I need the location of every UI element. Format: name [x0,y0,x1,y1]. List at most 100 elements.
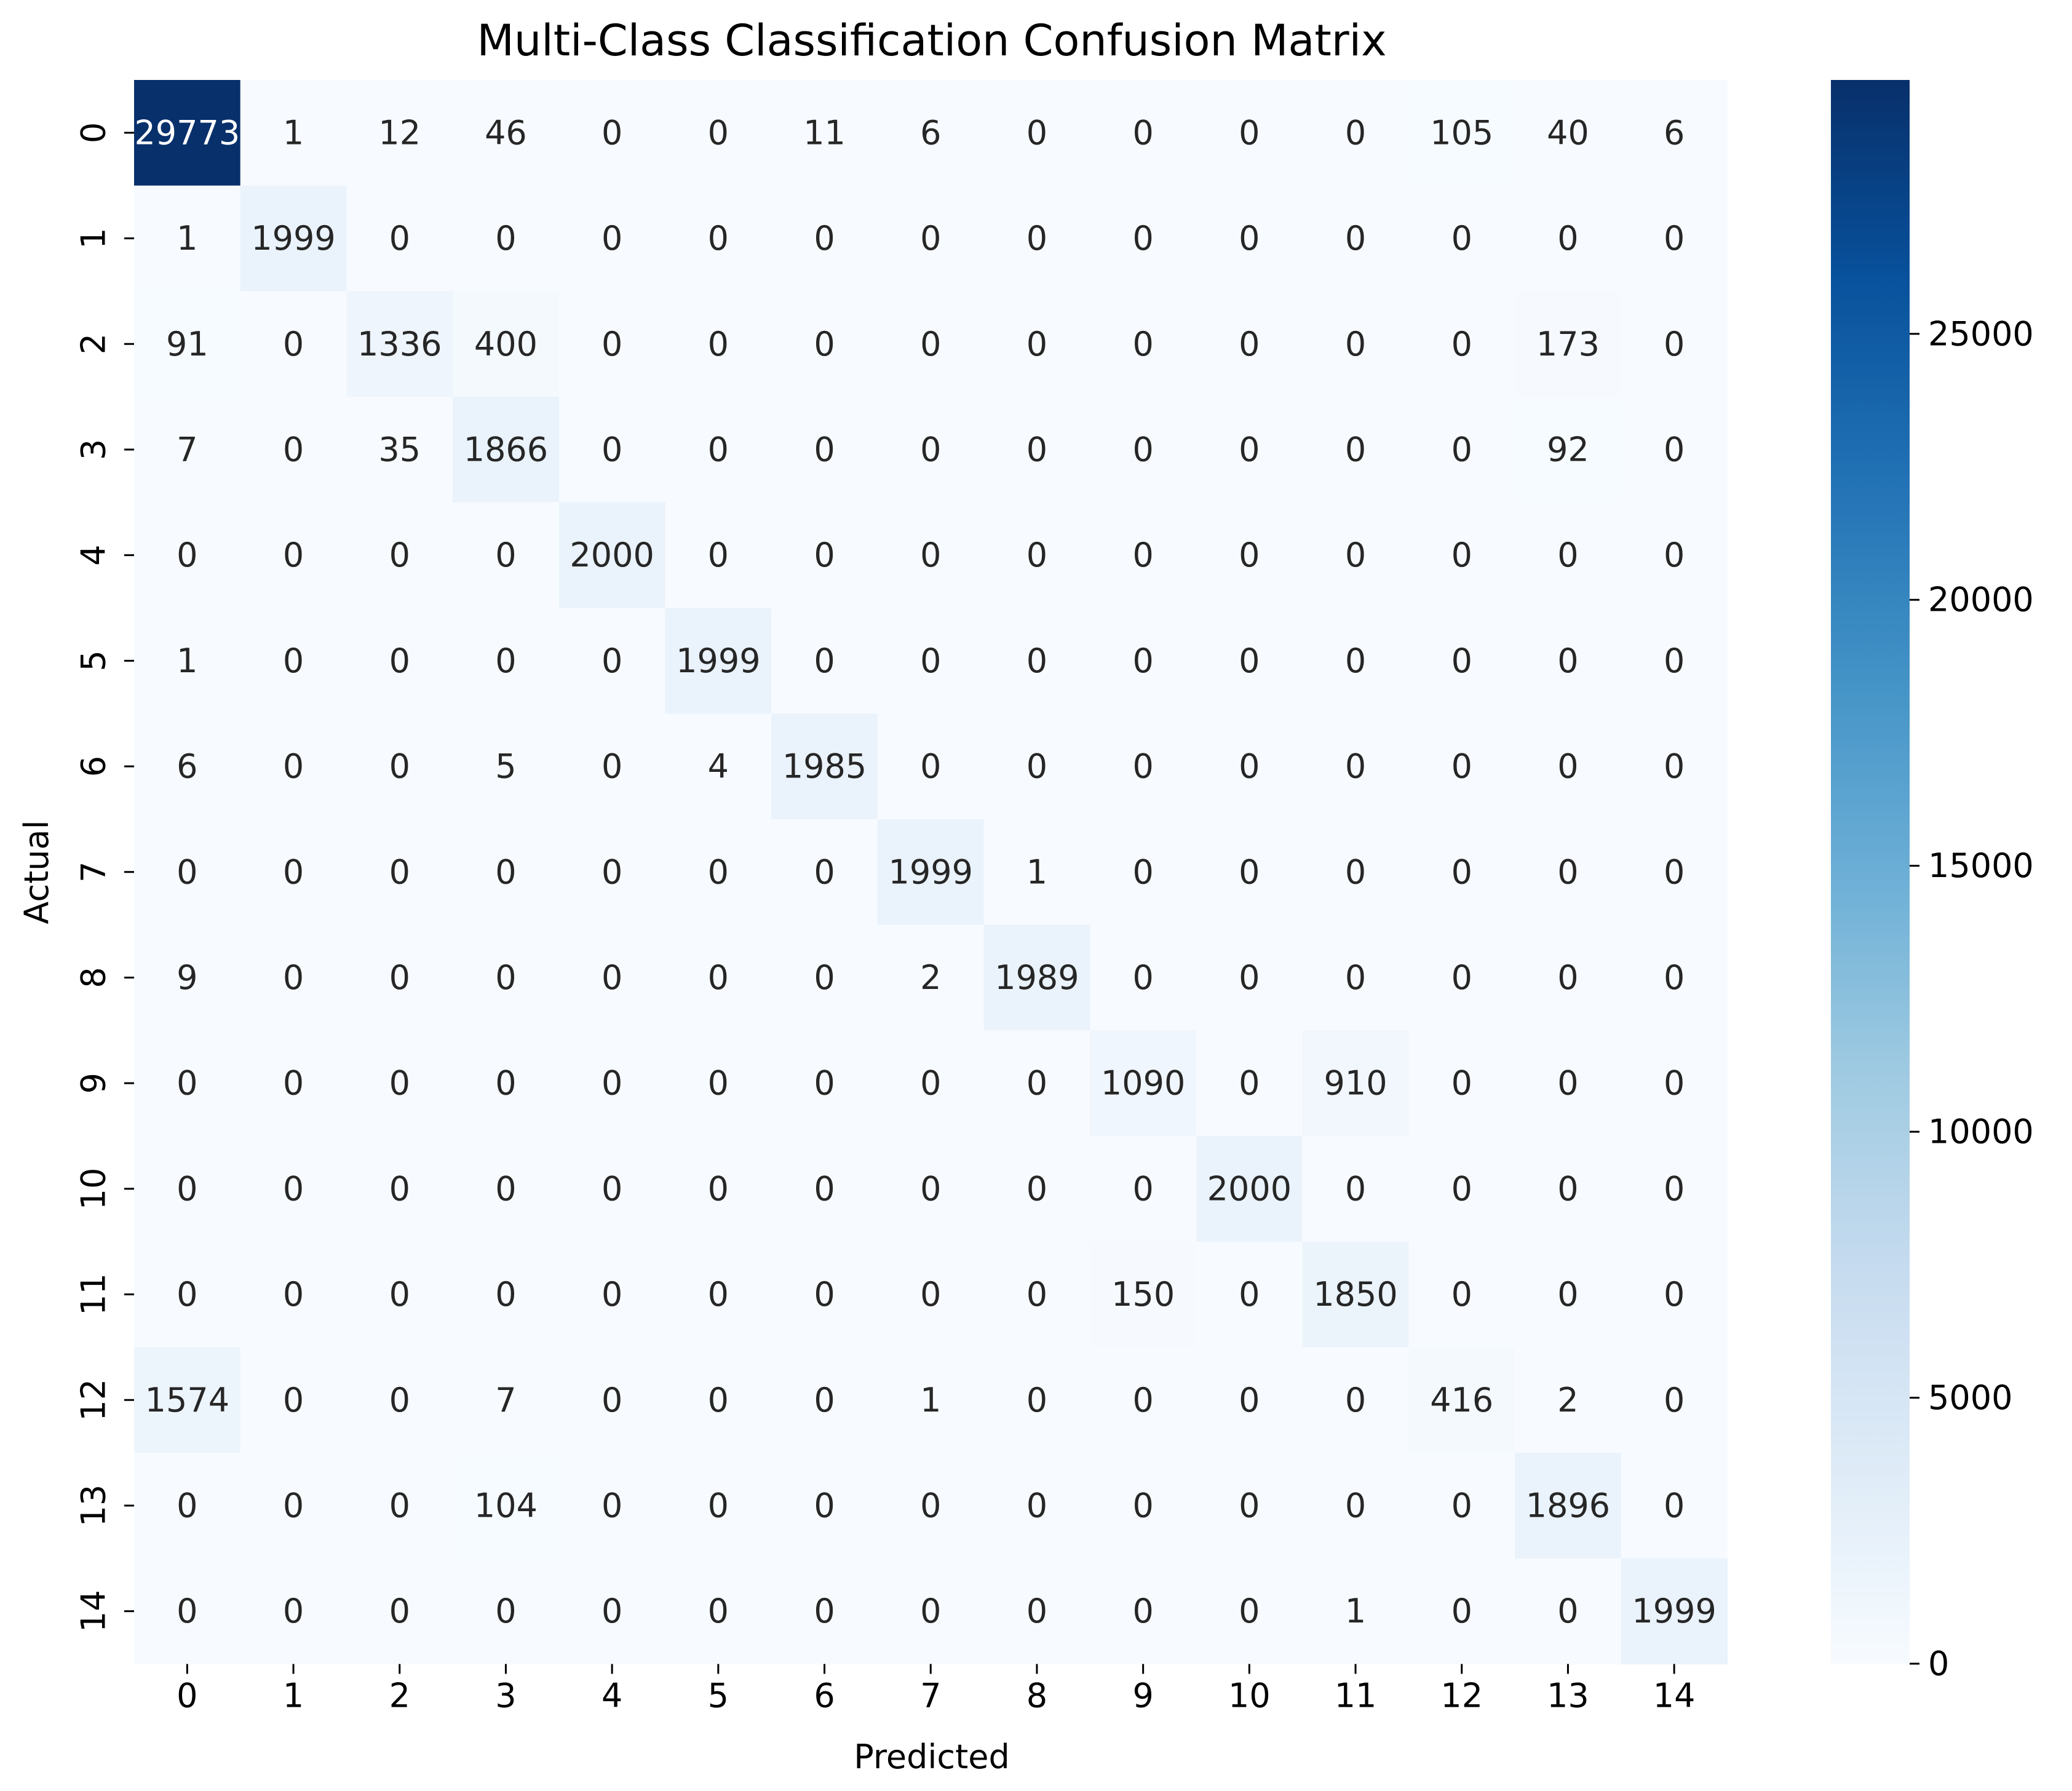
cell-label-7-1: 0 [283,852,304,891]
heatmap-cell-7-0 [134,819,241,926]
heatmap-cell-6-7 [877,713,985,820]
heatmap-cell-7-5 [665,819,772,926]
cell-label-11-10: 0 [1239,1275,1260,1314]
cell-label-13-3: 104 [474,1486,538,1525]
cell-label-7-12: 0 [1451,852,1472,891]
cell-label-1-1: 1999 [251,219,335,258]
heatmap-cell-3-3 [453,397,560,503]
heatmap-cell-1-12 [1408,185,1515,292]
cell-label-0-11: 0 [1345,113,1366,152]
y-tick-label-13: 13 [74,1485,113,1527]
x-axis-label: Predicted [854,1737,1010,1776]
heatmap-cell-0-14 [1621,80,1728,186]
cell-label-9-7: 0 [920,1064,941,1103]
cell-label-9-10: 0 [1239,1064,1260,1103]
cell-label-10-10: 2000 [1207,1169,1292,1208]
cell-label-14-4: 0 [601,1592,622,1630]
heatmap-cell-0-9 [1090,80,1197,186]
heatmap-cell-6-14 [1621,713,1728,820]
colorbar-tick-label-1: 5000 [1928,1378,2012,1417]
cell-label-10-2: 0 [389,1169,410,1208]
cell-label-9-1: 0 [283,1064,304,1103]
cell-label-12-0: 1574 [145,1381,229,1420]
cell-label-11-3: 0 [495,1275,516,1314]
heatmap-cell-12-0 [134,1347,241,1453]
cell-label-10-7: 0 [920,1169,941,1208]
cell-label-14-7: 0 [920,1592,941,1630]
cell-label-11-7: 0 [920,1275,941,1314]
heatmap-cell-4-7 [877,502,985,609]
cell-label-2-5: 0 [708,325,729,363]
cell-label-5-10: 0 [1239,641,1260,680]
x-tick-label-9: 9 [1132,1677,1153,1715]
cell-label-4-6: 0 [814,536,835,574]
heatmap-cell-0-7 [877,80,985,186]
x-tick-label-8: 8 [1026,1677,1047,1715]
heatmap-cell-2-2 [346,291,453,397]
cell-label-14-10: 0 [1239,1592,1260,1630]
cell-label-0-1: 1 [283,113,304,152]
cell-label-4-14: 0 [1664,536,1685,574]
x-tick-label-0: 0 [177,1677,197,1715]
cell-label-11-11: 1850 [1313,1275,1397,1314]
cell-label-0-12: 105 [1430,113,1493,152]
cell-label-8-9: 0 [1132,958,1153,997]
heatmap-cell-13-2 [346,1453,453,1559]
heatmap-cell-1-14 [1621,185,1728,292]
cell-label-6-0: 6 [177,747,197,786]
heatmap-cell-7-13 [1515,819,1622,926]
heatmap-cell-6-2 [346,713,453,820]
heatmap-cell-1-10 [1196,185,1303,292]
heatmap-cell-2-1 [240,291,347,397]
heatmap-cell-8-6 [771,924,878,1031]
heatmap-cell-12-12 [1408,1347,1515,1453]
cell-label-9-0: 0 [177,1064,197,1103]
colorbar-tick-label-5: 25000 [1928,314,2034,353]
cell-label-8-2: 0 [389,958,410,997]
heatmap-cell-3-5 [665,397,772,503]
heatmap-cell-13-8 [983,1453,1090,1559]
cell-label-13-14: 0 [1664,1486,1685,1525]
heatmap-cell-8-3 [453,924,560,1031]
cell-label-6-1: 0 [283,747,304,786]
heatmap-cell-3-6 [771,397,878,503]
cell-label-13-8: 0 [1026,1486,1047,1525]
heatmap-cell-11-12 [1408,1241,1515,1348]
cell-label-8-13: 0 [1557,958,1578,997]
heatmap-cell-4-10 [1196,502,1303,609]
cell-label-10-3: 0 [495,1169,516,1208]
cell-label-7-10: 0 [1239,852,1260,891]
heatmap-cell-4-1 [240,502,347,609]
cell-label-3-9: 0 [1132,430,1153,469]
y-tick-label-1: 1 [74,228,113,248]
heatmap-cell-8-5 [665,924,772,1031]
heatmap-cell-3-14 [1621,397,1728,503]
heatmap-cell-5-4 [558,608,666,714]
cell-label-12-6: 0 [814,1381,835,1420]
heatmap-cell-0-5 [665,80,772,186]
heatmap-cell-14-9 [1090,1558,1197,1665]
cell-label-2-3: 400 [474,325,538,363]
heatmap-cell-5-14 [1621,608,1728,714]
cell-label-1-7: 0 [920,219,941,258]
heatmap-cell-13-0 [134,1453,241,1559]
heatmap-cell-1-6 [771,185,878,292]
cell-label-4-4: 2000 [570,536,654,574]
heatmap-cell-13-11 [1302,1453,1409,1559]
heatmap-cell-9-5 [665,1030,772,1137]
cell-label-10-6: 0 [814,1169,835,1208]
heatmap-cell-8-12 [1408,924,1515,1031]
cell-label-11-9: 150 [1111,1275,1175,1314]
heatmap-cell-5-13 [1515,608,1622,714]
colorbar-gradient [1831,80,1910,1664]
cell-label-8-14: 0 [1664,958,1685,997]
heatmap-cell-0-11 [1302,80,1409,186]
cell-label-6-9: 0 [1132,747,1153,786]
heatmap-cell-4-12 [1408,502,1515,609]
heatmap-cell-9-2 [346,1030,453,1137]
heatmap-cell-6-11 [1302,713,1409,820]
heatmap-cell-4-6 [771,502,878,609]
cell-label-7-13: 0 [1557,852,1578,891]
cell-label-8-11: 0 [1345,958,1366,997]
